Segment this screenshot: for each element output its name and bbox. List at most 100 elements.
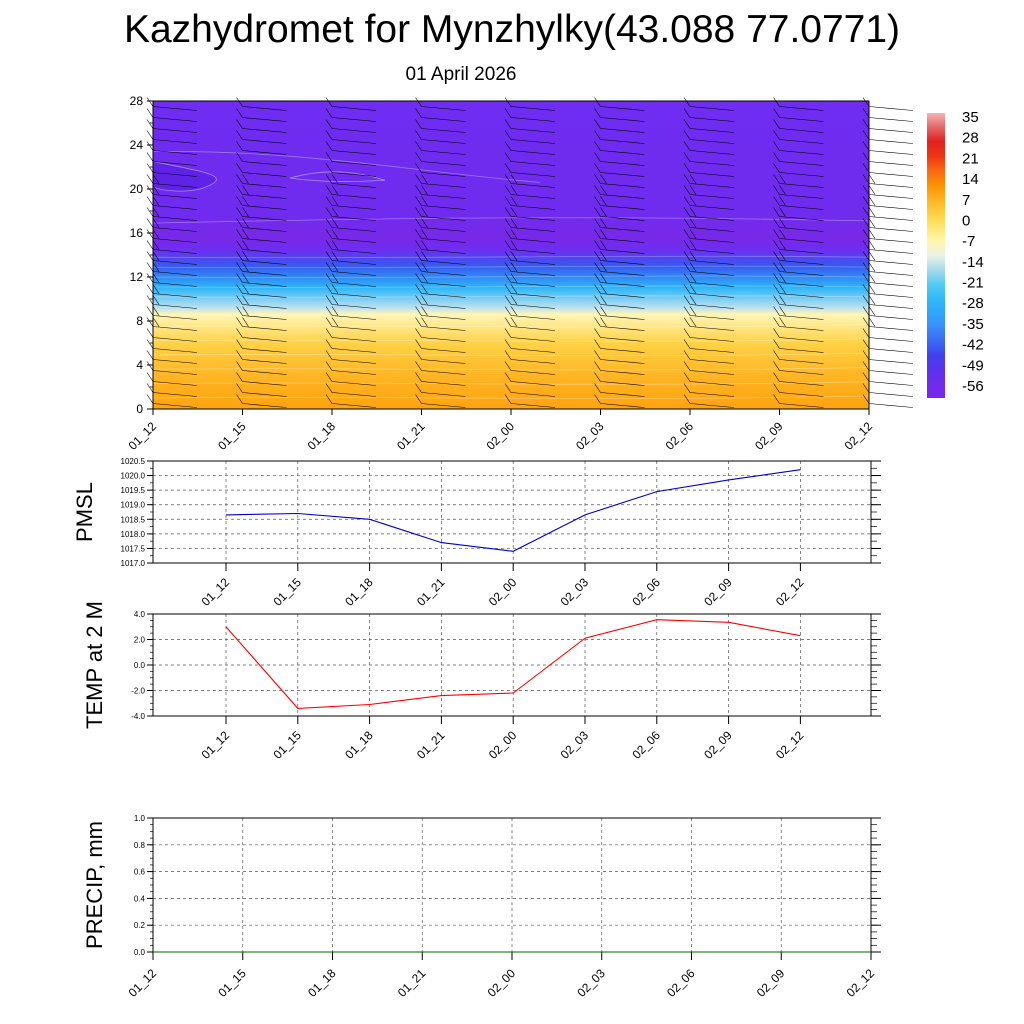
y-tick-label: 1018.5	[121, 515, 146, 524]
wind-barb	[146, 339, 198, 353]
wind-barb	[146, 350, 198, 364]
x-tick-label: 01_12	[126, 966, 160, 1000]
wind-barb	[683, 328, 735, 342]
wind-barb	[236, 394, 287, 408]
wind-barb	[325, 108, 377, 122]
wind-barb	[415, 152, 466, 166]
wind-barb	[683, 273, 735, 287]
wind-barb	[146, 383, 198, 397]
wind-barb	[236, 163, 287, 177]
y-tick-label: 24	[130, 138, 144, 152]
wind-barb	[415, 185, 466, 199]
wind-barb	[504, 284, 556, 298]
wind-barb	[325, 361, 377, 375]
y-tick-label: 4.0	[134, 610, 146, 619]
wind-barb	[862, 218, 914, 232]
wind-barb	[146, 361, 198, 375]
wind-barb	[862, 185, 914, 199]
wind-barb	[683, 163, 735, 177]
wind-barb	[773, 130, 824, 144]
y-tick-label: 1.0	[134, 814, 146, 823]
x-tick-label: 01_21	[395, 966, 429, 1000]
wind-barb	[236, 295, 287, 309]
wind-barb	[325, 350, 377, 364]
wind-barb	[773, 394, 824, 408]
wind-barb	[146, 229, 198, 243]
x-tick-label: 01_15	[215, 966, 249, 1000]
wind-barb	[683, 251, 735, 265]
wind-barb	[862, 361, 914, 375]
wind-barb	[862, 372, 914, 386]
wind-barb	[236, 372, 287, 386]
wind-barb	[773, 339, 824, 353]
wind-barb	[594, 97, 645, 111]
wind-barb	[415, 361, 466, 375]
y-tick-label: -4.0	[131, 712, 145, 721]
wind-barb	[146, 317, 198, 331]
x-tick-label: 02_06	[663, 419, 697, 453]
wind-barb	[773, 185, 824, 199]
wind-barb	[683, 185, 735, 199]
wind-barb	[773, 284, 824, 298]
wind-barb	[862, 141, 914, 155]
wind-barb	[862, 262, 914, 276]
wind-barb	[146, 97, 198, 111]
x-tick-label: 02_06	[629, 728, 663, 762]
wind-barb	[504, 394, 556, 408]
wind-barb	[594, 372, 645, 386]
y-tick-label: 0.6	[134, 868, 146, 877]
x-tick-label: 01_15	[270, 728, 304, 762]
wind-barb	[146, 284, 198, 298]
wind-barb	[415, 207, 466, 221]
wind-barb	[415, 196, 466, 210]
wind-barb	[236, 174, 287, 188]
wind-barb	[415, 383, 466, 397]
wind-barb	[236, 185, 287, 199]
wind-barb	[146, 262, 198, 276]
wind-barb	[594, 229, 645, 243]
y-axis-label: TEMP at 2 M	[82, 601, 107, 729]
x-tick-label: 02_09	[701, 575, 735, 609]
wind-barb	[504, 229, 556, 243]
colorbar-label: 7	[962, 192, 970, 209]
wind-barb	[773, 141, 824, 155]
wind-barb	[504, 306, 556, 320]
wind-barb	[325, 207, 377, 221]
wind-barb	[683, 361, 735, 375]
wind-barb	[683, 97, 735, 111]
wind-barb	[594, 196, 645, 210]
wind-barb	[415, 394, 466, 408]
x-tick-label: 02_00	[486, 728, 520, 762]
wind-barb	[862, 383, 914, 397]
wind-barb	[683, 207, 735, 221]
wind-barb	[862, 108, 914, 122]
wind-barb	[504, 163, 556, 177]
wind-barb	[415, 240, 466, 254]
colorbar-label: 21	[962, 150, 979, 167]
wind-barb	[146, 141, 198, 155]
wind-barb	[862, 350, 914, 364]
wind-barb	[146, 108, 198, 122]
wind-barb	[146, 196, 198, 210]
x-tick-label: 02_00	[484, 419, 518, 453]
contour-line	[152, 285, 870, 288]
wind-barb	[862, 130, 914, 144]
wind-barb	[683, 240, 735, 254]
y-tick-label: 0.0	[134, 661, 146, 670]
wind-barb	[504, 174, 556, 188]
wind-barb	[504, 339, 556, 353]
wind-barb	[594, 339, 645, 353]
contour-line	[152, 395, 870, 399]
y-tick-label: 0	[136, 402, 143, 416]
wind-barb	[236, 262, 287, 276]
colorbar-label: -7	[962, 233, 975, 250]
wind-barb	[415, 229, 466, 243]
wind-barb	[415, 97, 466, 111]
wind-barb	[773, 218, 824, 232]
wind-barb	[415, 317, 466, 331]
wind-barb	[773, 108, 824, 122]
wind-barb	[504, 328, 556, 342]
wind-barb	[504, 207, 556, 221]
wind-barb	[862, 295, 914, 309]
contour-line	[152, 151, 541, 183]
